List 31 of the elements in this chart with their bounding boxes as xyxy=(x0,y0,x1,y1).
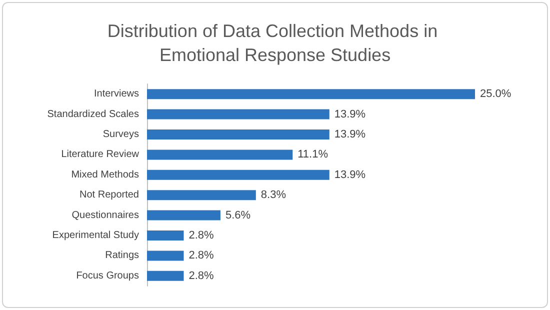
y-tick-label: Mixed Methods xyxy=(71,169,139,180)
data-label: 25.0% xyxy=(480,88,512,100)
y-tick-label: Standardized Scales xyxy=(47,108,139,120)
data-label: 13.9% xyxy=(334,108,366,120)
data-label: 13.9% xyxy=(334,168,366,181)
data-label: 8.3% xyxy=(260,189,286,202)
bar xyxy=(147,190,256,200)
data-label: 2.8% xyxy=(188,250,214,262)
y-tick-label: Not Reported xyxy=(80,190,139,201)
bar xyxy=(147,130,330,140)
bar xyxy=(147,210,220,220)
bar xyxy=(147,270,184,281)
y-tick-label: Interviews xyxy=(94,88,139,100)
bar xyxy=(147,250,184,261)
y-tick-label: Experimental Study xyxy=(52,230,139,241)
data-label: 13.9% xyxy=(334,128,366,140)
y-tick-label: Surveys xyxy=(102,129,139,140)
bar xyxy=(147,89,475,100)
data-label: 2.8% xyxy=(188,230,214,242)
data-label: 11.1% xyxy=(298,148,328,161)
bar xyxy=(147,230,184,240)
bar xyxy=(147,109,330,120)
chart-title: Distribution of Data Collection Methods in Emotional Response Studies xyxy=(107,21,443,65)
data-label: 5.6% xyxy=(225,209,251,222)
bar xyxy=(147,150,293,160)
y-tick-label: Questionnaires xyxy=(72,210,139,221)
y-tick-label: Ratings xyxy=(105,250,139,262)
bar xyxy=(147,170,330,180)
y-tick-label: Literature Review xyxy=(61,149,140,160)
data-label: 2.8% xyxy=(188,270,214,282)
y-tick-label: Focus Groups xyxy=(76,270,139,282)
